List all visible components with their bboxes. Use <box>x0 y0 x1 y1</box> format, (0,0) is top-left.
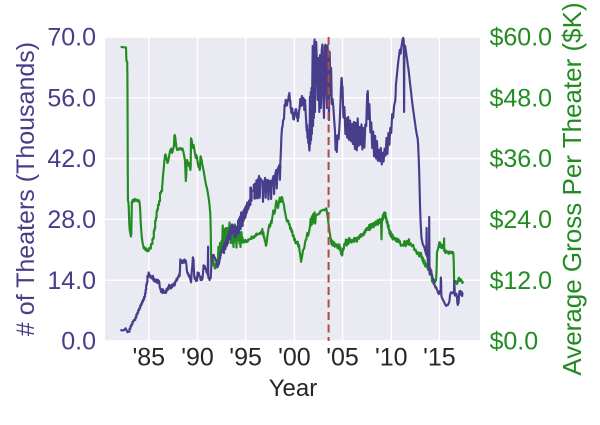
svg-text:'00: '00 <box>278 344 311 372</box>
svg-text:'85: '85 <box>133 344 166 372</box>
svg-text:'05: '05 <box>326 344 359 372</box>
svg-text:42.0: 42.0 <box>47 145 96 173</box>
svg-text:'10: '10 <box>375 344 408 372</box>
svg-text:0.0: 0.0 <box>61 328 96 356</box>
svg-text:Year: Year <box>269 375 318 402</box>
svg-text:# of Theaters (Thousands): # of Theaters (Thousands) <box>12 42 40 336</box>
svg-text:$0.0: $0.0 <box>490 328 539 356</box>
svg-text:$24.0: $24.0 <box>490 206 553 234</box>
svg-text:70.0: 70.0 <box>47 24 96 52</box>
svg-text:$48.0: $48.0 <box>490 84 553 112</box>
svg-text:$60.0: $60.0 <box>490 24 553 52</box>
svg-text:$12.0: $12.0 <box>490 267 553 295</box>
svg-text:'90: '90 <box>181 344 214 372</box>
svg-text:'15: '15 <box>423 344 456 372</box>
svg-text:$36.0: $36.0 <box>490 145 553 173</box>
svg-text:14.0: 14.0 <box>47 267 96 295</box>
svg-text:'95: '95 <box>229 344 262 372</box>
svg-text:56.0: 56.0 <box>47 84 96 112</box>
svg-text:28.0: 28.0 <box>47 206 96 234</box>
svg-text:Average Gross Per Theater ($K): Average Gross Per Theater ($K) <box>557 2 587 375</box>
